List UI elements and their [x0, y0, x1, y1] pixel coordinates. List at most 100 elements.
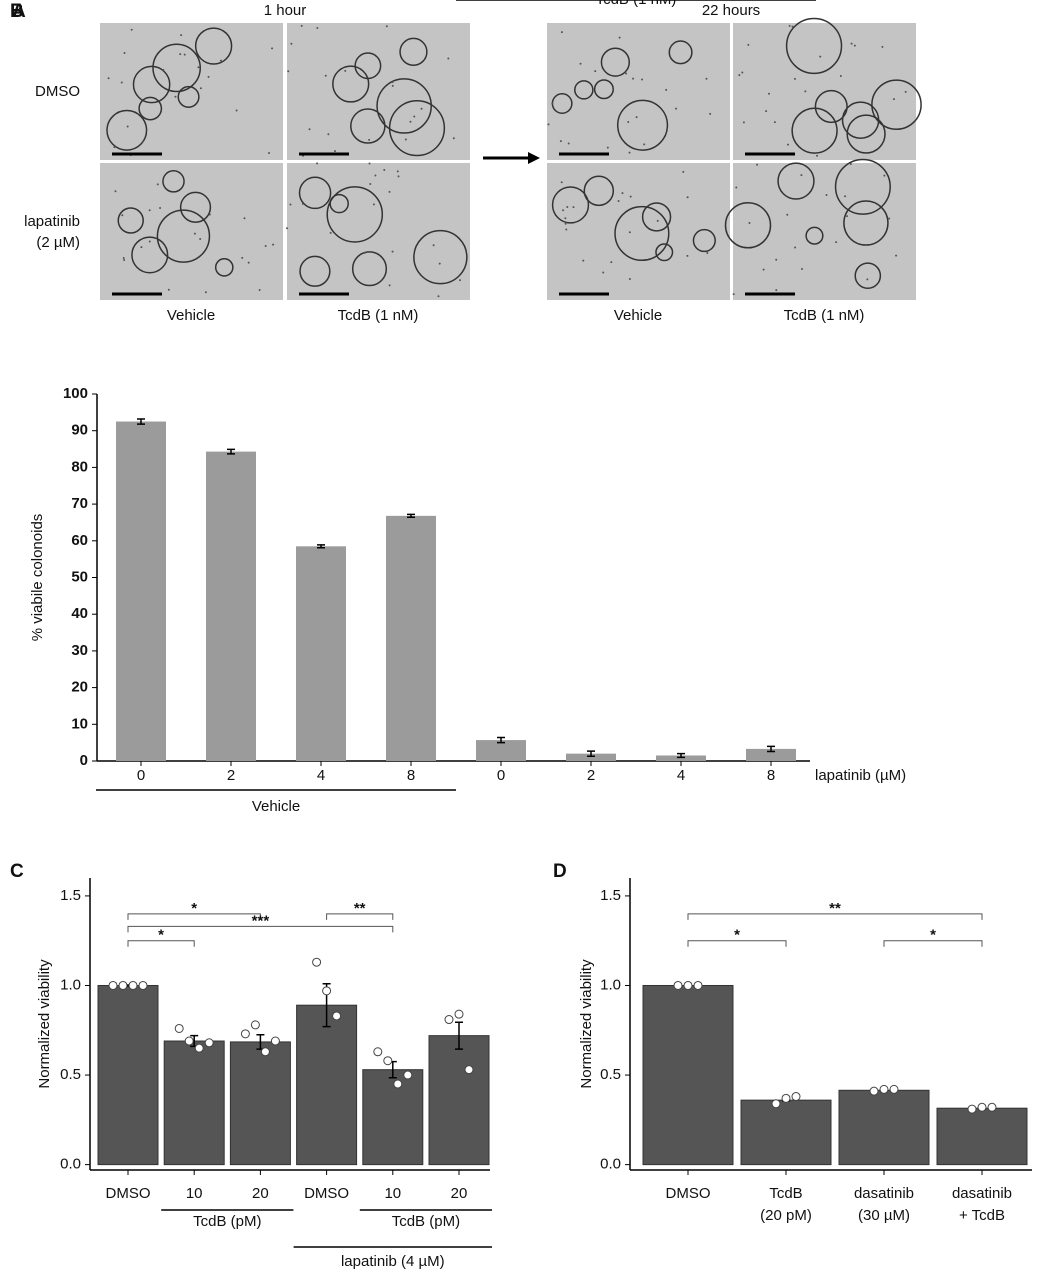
error-bar	[317, 544, 325, 549]
debris	[180, 34, 183, 37]
debris	[773, 121, 776, 124]
debris	[628, 151, 631, 154]
bar	[362, 1069, 424, 1166]
data-point	[791, 1092, 801, 1102]
micrograph	[100, 163, 283, 300]
data-point	[332, 1011, 342, 1021]
organoid	[791, 107, 838, 154]
bar	[838, 1089, 930, 1166]
debris	[881, 45, 884, 48]
treatment-label: Vehicle	[167, 307, 215, 324]
y-tick-label: 40	[71, 605, 88, 622]
organoid	[332, 65, 370, 103]
x-tick-label: 10	[384, 1185, 401, 1202]
bar	[229, 1041, 291, 1166]
organoid	[551, 186, 590, 224]
y-axis-title: Normalized viability	[36, 959, 53, 1089]
debris	[762, 268, 765, 271]
debris	[413, 115, 416, 118]
panel-label: D	[553, 861, 567, 882]
y-tick-label: 20	[71, 679, 88, 696]
micrographs	[100, 17, 922, 300]
debris	[199, 87, 202, 90]
organoid	[299, 255, 331, 287]
organoid	[152, 43, 201, 93]
significance-bracket	[127, 940, 195, 947]
bar	[296, 1004, 358, 1166]
data-point	[260, 1047, 270, 1057]
data-point	[977, 1102, 987, 1112]
debris	[287, 70, 290, 73]
y-tick-label: 0	[80, 752, 88, 769]
x-tick-label: 0	[497, 767, 505, 784]
debris	[566, 205, 569, 208]
data-point	[128, 980, 138, 990]
significance-label: *	[191, 900, 197, 917]
debris	[183, 53, 186, 56]
organoid	[593, 79, 614, 100]
x-tick-label: 4	[317, 767, 325, 784]
debris	[625, 72, 628, 75]
x-tick-label: 20	[451, 1185, 468, 1202]
organoid	[329, 193, 349, 214]
significance-label: *	[734, 927, 740, 944]
data-point	[240, 1029, 250, 1039]
debris	[816, 154, 819, 157]
debris	[564, 217, 567, 220]
bar	[386, 515, 436, 761]
debris	[617, 200, 620, 203]
organoid	[117, 207, 144, 234]
debris	[756, 163, 759, 166]
debris	[174, 95, 177, 98]
bar	[206, 451, 256, 761]
row-label: (2 µM)	[36, 234, 80, 251]
panel-label: B	[10, 1, 24, 22]
debris	[686, 254, 689, 257]
organoid	[351, 251, 388, 287]
data-point	[987, 1102, 997, 1112]
debris	[825, 193, 828, 196]
data-point	[194, 1043, 204, 1053]
debris	[606, 146, 609, 149]
debris	[850, 42, 853, 45]
organoid	[138, 96, 163, 121]
debris	[368, 138, 371, 141]
debris	[643, 143, 646, 146]
debris	[327, 133, 330, 136]
x-tick-label: dasatinib	[952, 1185, 1012, 1202]
debris	[883, 174, 886, 177]
debris	[316, 27, 319, 30]
y-tick-label: 100	[63, 385, 88, 402]
group-label: lapatinib (4 µM)	[341, 1253, 445, 1270]
bar	[428, 1035, 490, 1166]
y-tick-label: 0.5	[600, 1066, 621, 1083]
debris	[572, 206, 575, 209]
debris	[289, 203, 292, 206]
debris	[447, 57, 450, 60]
y-tick-label: 50	[71, 568, 88, 585]
debris	[735, 186, 738, 189]
organoid	[162, 170, 185, 193]
x-tick-label: 2	[227, 767, 235, 784]
debris	[199, 237, 202, 240]
debris	[197, 66, 200, 69]
organoid	[834, 158, 891, 215]
debris	[316, 162, 319, 165]
debris	[396, 170, 399, 173]
group-label: TcdB (pM)	[392, 1213, 460, 1230]
debris	[632, 77, 635, 80]
debris	[765, 110, 768, 113]
debris	[564, 222, 567, 225]
bar	[116, 421, 166, 761]
y-axis-title: Normalized viability	[578, 959, 595, 1089]
debris	[286, 227, 289, 230]
debris	[582, 259, 585, 262]
debris	[120, 81, 123, 84]
x-tick-label: 8	[407, 767, 415, 784]
debris	[791, 25, 794, 28]
y-tick-label: 1.0	[60, 976, 81, 993]
debris	[438, 262, 441, 265]
error-bar	[677, 752, 685, 759]
debris	[193, 232, 196, 235]
debris	[308, 128, 311, 131]
